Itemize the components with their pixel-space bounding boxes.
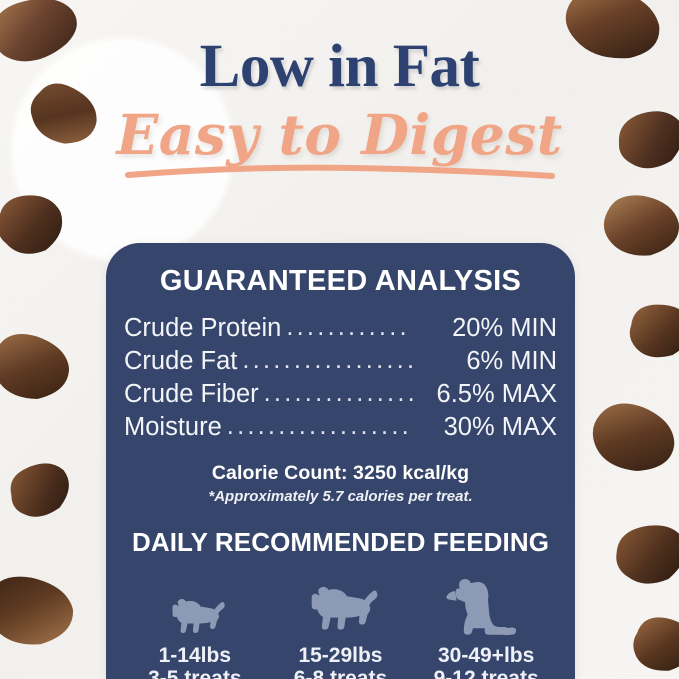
analysis-label: Crude Fiber bbox=[124, 380, 259, 409]
feeding-weight: 1-14lbs bbox=[158, 643, 231, 667]
daily-feeding-title: DAILY RECOMMENDED FEEDING bbox=[131, 526, 550, 557]
feeding-icon-cell bbox=[123, 596, 267, 642]
small-dog-standing-icon bbox=[172, 598, 225, 633]
feeding-label-cell: 1-14lbs 3-5 treats bbox=[123, 644, 267, 679]
nutrition-panel: GUARANTEED ANALYSIS Crude Protein ......… bbox=[106, 243, 575, 679]
treat-piece bbox=[623, 296, 679, 365]
feeding-label-cell: 30-49+lbs 9-12 treats bbox=[414, 644, 558, 679]
feeding-weight: 15-29lbs bbox=[298, 643, 383, 667]
large-dog-sitting-icon bbox=[446, 578, 517, 635]
guaranteed-analysis-list: Crude Protein ............ 20% MIN Crude… bbox=[124, 312, 557, 445]
treat-piece bbox=[0, 448, 86, 533]
feeding-labels-row: 1-14lbs 3-5 treats 15-29lbs 6-8 treats 3… bbox=[122, 644, 559, 679]
leader-dots: ............... bbox=[263, 379, 418, 408]
leader-dots: ............ bbox=[286, 313, 410, 341]
headline-block: Low in Fat Easy to Digest bbox=[0, 36, 679, 180]
guaranteed-analysis-title: GUARANTEED ANALYSIS bbox=[159, 265, 522, 297]
feeding-treats: 3-5 treats bbox=[148, 667, 242, 679]
feeding-treats: 6-8 treats bbox=[293, 667, 388, 679]
analysis-row: Crude Protein ............ 20% MIN bbox=[124, 312, 557, 345]
leader-dots: ................. bbox=[242, 346, 418, 375]
calorie-note: *Approximately 5.7 calories per treat. bbox=[208, 487, 473, 505]
treat-piece bbox=[576, 386, 679, 490]
analysis-value: 6% MIN bbox=[466, 347, 557, 376]
medium-dog-standing-icon bbox=[312, 586, 378, 630]
analysis-label: Moisture bbox=[124, 413, 222, 442]
leader-dots: .................. bbox=[226, 412, 412, 441]
page-subtitle: Easy to Digest bbox=[116, 102, 563, 167]
dog-silhouette-row bbox=[122, 572, 559, 642]
calorie-count: Calorie Count: 3250 kcal/kg bbox=[211, 461, 470, 484]
feeding-label-cell: 15-29lbs 6-8 treats bbox=[268, 644, 412, 679]
analysis-value: 20% MIN bbox=[452, 314, 557, 342]
feeding-icon-cell bbox=[414, 574, 558, 642]
analysis-label: Crude Fat bbox=[124, 347, 238, 376]
analysis-value: 30% MAX bbox=[443, 413, 557, 442]
analysis-row: Crude Fat ................. 6% MIN bbox=[124, 345, 557, 378]
analysis-row: Crude Fiber ............... 6.5% MAX bbox=[124, 378, 557, 411]
treat-piece bbox=[0, 319, 84, 415]
treat-piece bbox=[627, 611, 679, 679]
treat-piece bbox=[605, 511, 679, 597]
feeding-icon-cell bbox=[268, 582, 412, 642]
analysis-label: Crude Protein bbox=[124, 314, 282, 342]
analysis-row: Moisture .................. 30% MAX bbox=[124, 411, 557, 444]
analysis-value: 6.5% MAX bbox=[436, 380, 557, 409]
feeding-treats: 9-12 treats bbox=[433, 667, 539, 679]
underline-swoosh-icon bbox=[124, 164, 555, 179]
feeding-weight: 30-49+lbs bbox=[437, 643, 535, 667]
page-title: Low in Fat bbox=[199, 33, 480, 100]
treat-piece bbox=[0, 185, 73, 265]
treat-piece bbox=[593, 184, 679, 268]
treat-piece bbox=[0, 564, 86, 658]
